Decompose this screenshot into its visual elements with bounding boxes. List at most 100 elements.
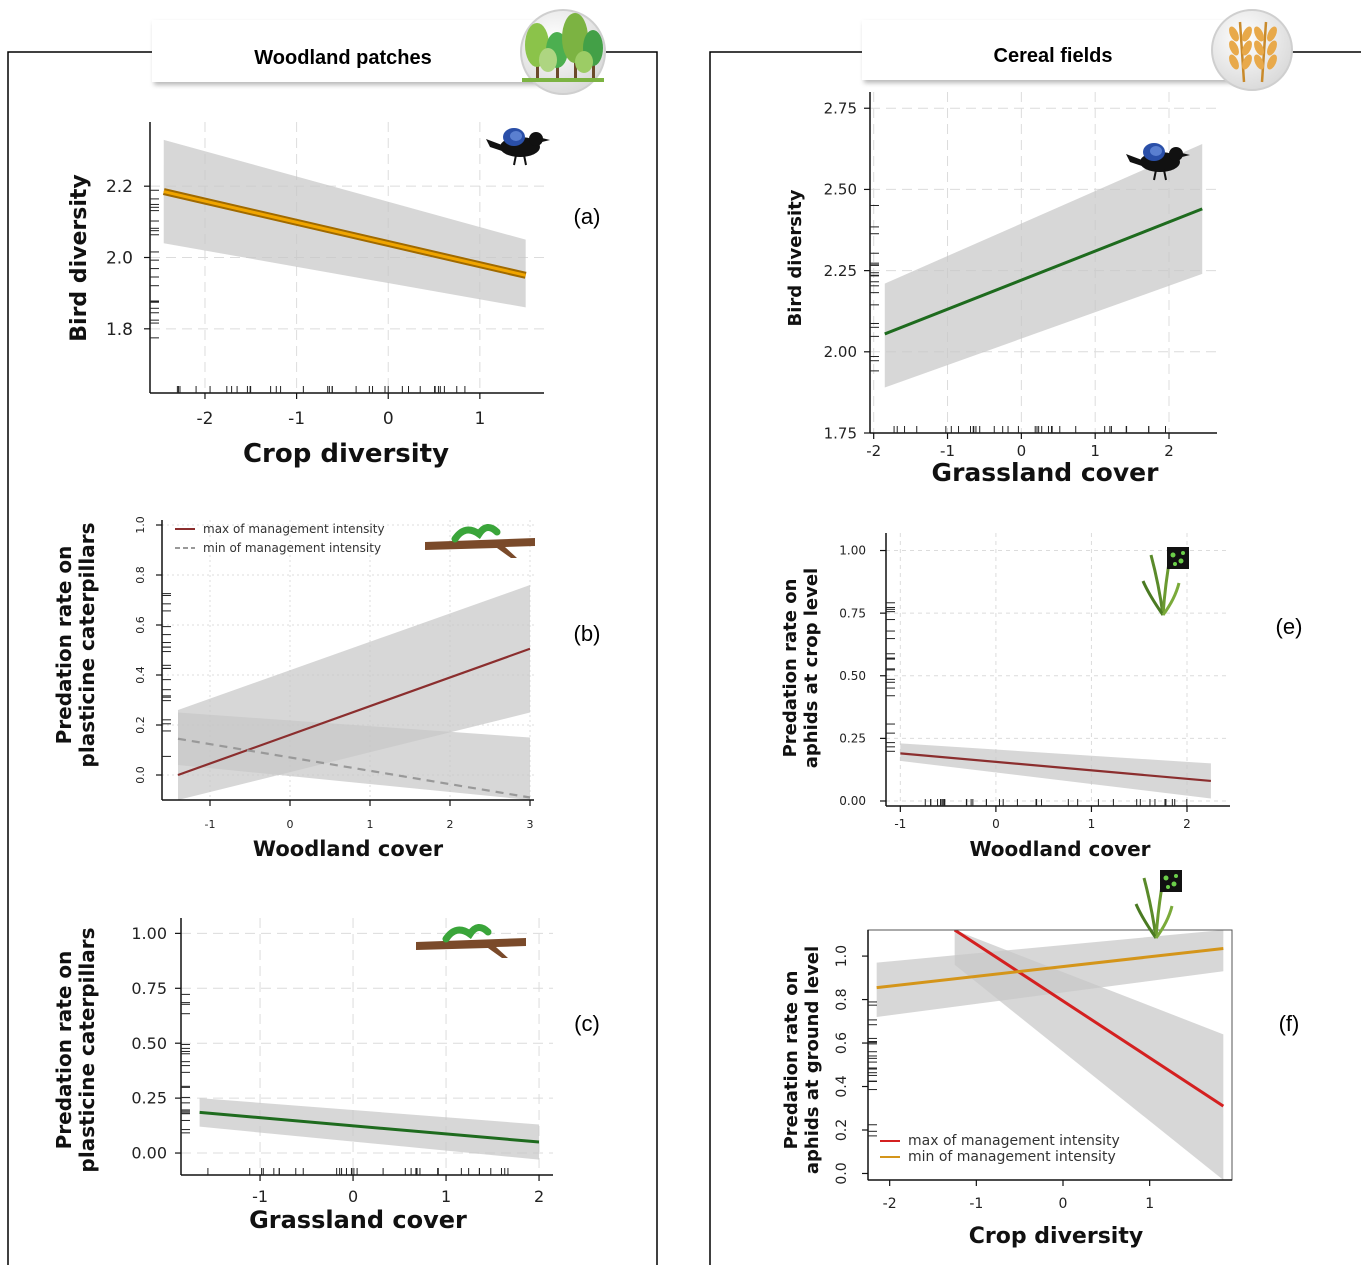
plot-area	[162, 139, 527, 308]
y-tick-label: 0.75	[839, 606, 866, 620]
x-tick-label: 2	[1164, 442, 1174, 460]
y-axis-title-line: Predation rate on	[52, 546, 76, 745]
legend-label: min of management intensity	[203, 541, 381, 555]
caterpillar-on-branch-icon	[416, 924, 526, 958]
x-tick-label: 2	[447, 818, 454, 831]
x-tick-label: 0	[1059, 1196, 1068, 1212]
series-line-1	[953, 930, 1225, 1108]
y-tick-label: 0.00	[131, 1144, 167, 1163]
left-section-title-box	[152, 20, 570, 82]
y-tick-label: 0.00	[839, 794, 866, 808]
y-tick-label: 2.00	[824, 343, 857, 361]
caterpillar-on-branch-icon	[425, 524, 535, 558]
y-axis-title: Predation rate onplasticine caterpillars	[52, 928, 99, 1173]
plot-area	[884, 143, 1203, 388]
y-rug	[162, 593, 171, 757]
x-axis-title: Woodland cover	[253, 837, 444, 861]
y-rug	[150, 189, 159, 339]
y-rug	[868, 1001, 877, 1137]
charts-layer: -2 -1 0 1 1.8 2.0 2.2 Crop diversity Bird divers…	[52, 92, 1302, 1249]
x-tick-label: -1	[969, 1196, 983, 1212]
legend-label: max of management intensity	[908, 1133, 1120, 1149]
y-tick-label: 0.0	[834, 1162, 850, 1184]
y-tick-label: 2.0	[106, 248, 133, 268]
y-axis-title: Bird diversity	[67, 174, 92, 341]
x-tick-label: 3	[527, 818, 534, 831]
x-axis-title: Crop diversity	[969, 1224, 1143, 1249]
y-axis-title-line: aphids at crop level	[801, 568, 822, 768]
panel-label: (a)	[574, 204, 601, 229]
panel-label: (b)	[574, 621, 601, 646]
x-tick-label: 1	[441, 1187, 451, 1206]
right-section-title-box	[862, 20, 1244, 80]
y-tick-label: 0.75	[131, 979, 167, 998]
x-tick-label: -1	[288, 409, 305, 429]
y-rug	[181, 993, 190, 1134]
y-axis-title-line: Predation rate on	[780, 579, 801, 758]
x-rug	[893, 426, 1167, 433]
series-line-1	[177, 647, 531, 777]
panel-label: (c)	[574, 1011, 600, 1036]
x-tick-label: 1	[474, 409, 485, 429]
y-tick-label: 0.8	[834, 988, 850, 1010]
x-tick-label: -1	[940, 442, 955, 460]
confidence-ribbon-1	[900, 743, 1211, 799]
y-tick-label: 0.6	[134, 616, 147, 634]
legend-label: min of management intensity	[908, 1149, 1116, 1165]
y-axis-title-line: Bird diversity	[785, 189, 806, 326]
x-tick-label: -1	[205, 818, 216, 831]
y-axis-title: Predation rate onaphids at crop level	[780, 568, 822, 768]
x-tick-label: 2	[534, 1187, 544, 1206]
y-axis-title: Predation rate onaphids at ground level	[781, 946, 823, 1174]
right-section-frame: Cereal fields	[709, 9, 1361, 1265]
y-tick-label: 0.6	[834, 1032, 850, 1054]
chart-e: -1 0 1 2 0.00 0.25 0.50 0.75 1.00 Woodland cover P…	[780, 533, 1302, 861]
series-line-1	[163, 190, 527, 277]
legend-label: max of management intensity	[203, 522, 385, 536]
panel-label: (e)	[1276, 614, 1303, 639]
bird-icon	[486, 128, 550, 166]
y-tick-label: 2.2	[106, 177, 133, 197]
y-axis-title-line: Predation rate on	[781, 971, 802, 1150]
chart-b: -1 0 1 2 3 0.0 0.2 0.4 0.6 0.8 1.0 Woodland cover Pr…	[52, 516, 600, 861]
x-rug	[924, 799, 1188, 806]
y-tick-label: 1.0	[134, 516, 147, 534]
x-tick-label: -2	[197, 409, 214, 429]
y-tick-label: 0.2	[834, 1119, 850, 1141]
y-tick-label: 1.00	[839, 544, 866, 558]
x-tick-label: -2	[883, 1196, 897, 1212]
y-axis-title: Bird diversity	[785, 189, 806, 326]
plot-area	[900, 743, 1211, 799]
y-tick-label: 1.00	[131, 924, 167, 943]
x-tick-label: 1	[1145, 1196, 1154, 1212]
y-tick-label: 0.0	[134, 766, 147, 784]
y-tick-label: 0.8	[134, 566, 147, 584]
wheat-badge-icon	[1211, 9, 1293, 91]
x-tick-label: 1	[1088, 817, 1096, 831]
x-tick-label: -1	[894, 817, 906, 831]
y-tick-label: 0.4	[134, 666, 147, 684]
left-section-frame: Woodland patches	[7, 9, 658, 1265]
series-line-1	[900, 752, 1211, 783]
plot-area	[876, 930, 1225, 1180]
y-tick-label: 1.0	[834, 945, 850, 967]
plot-area	[199, 1098, 540, 1160]
y-tick-label: 1.75	[824, 424, 857, 442]
x-tick-label: -1	[252, 1187, 268, 1206]
confidence-ribbon-1	[163, 139, 526, 308]
x-tick-label: 1	[367, 818, 374, 831]
y-tick-label: 0.25	[131, 1089, 167, 1108]
left-section-title: Woodland patches	[254, 47, 431, 69]
wheat-aphid-icon	[1141, 547, 1189, 616]
y-tick-label: 0.4	[834, 1075, 850, 1097]
bird-icon	[1126, 143, 1190, 181]
legend: max of management intensity min of manage…	[175, 522, 385, 555]
x-axis-title: Woodland cover	[969, 837, 1150, 861]
woodland-badge-icon	[520, 9, 606, 95]
y-tick-label: 2.75	[824, 99, 857, 117]
y-axis-title-line: Predation rate on	[52, 951, 76, 1150]
y-tick-label: 1.8	[106, 320, 133, 340]
series-line-1	[884, 207, 1203, 336]
